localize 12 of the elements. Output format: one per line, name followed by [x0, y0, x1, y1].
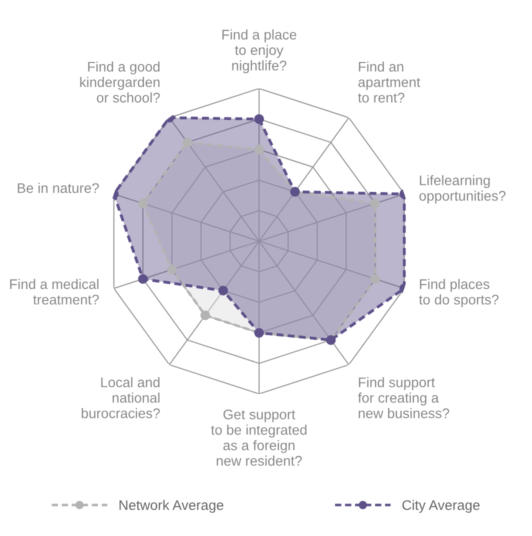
spoke-label: Lifelearning opportunities? [419, 175, 506, 204]
legend-label: City Average [402, 500, 480, 513]
spoke-label: Find a medical treatment? [10, 278, 99, 305]
legend-label: Network Average [120, 500, 224, 513]
spoke-label: Local and national burocracies? [82, 377, 160, 418]
spoke-label: Find places to do sports? [419, 278, 499, 308]
spoke-label: Find a place to enjoy nightlife? [222, 29, 296, 74]
spoke-label: Find an apartment to rent? [358, 61, 420, 103]
spoke-label: Find support for creating a new business? [358, 377, 450, 418]
spoke-label: Get support to be integrated as a foreign new resident? [211, 410, 306, 466]
spoke-label: Find a good kindergarden or school? [80, 61, 160, 103]
spoke-label: Be in nature? [18, 182, 99, 194]
